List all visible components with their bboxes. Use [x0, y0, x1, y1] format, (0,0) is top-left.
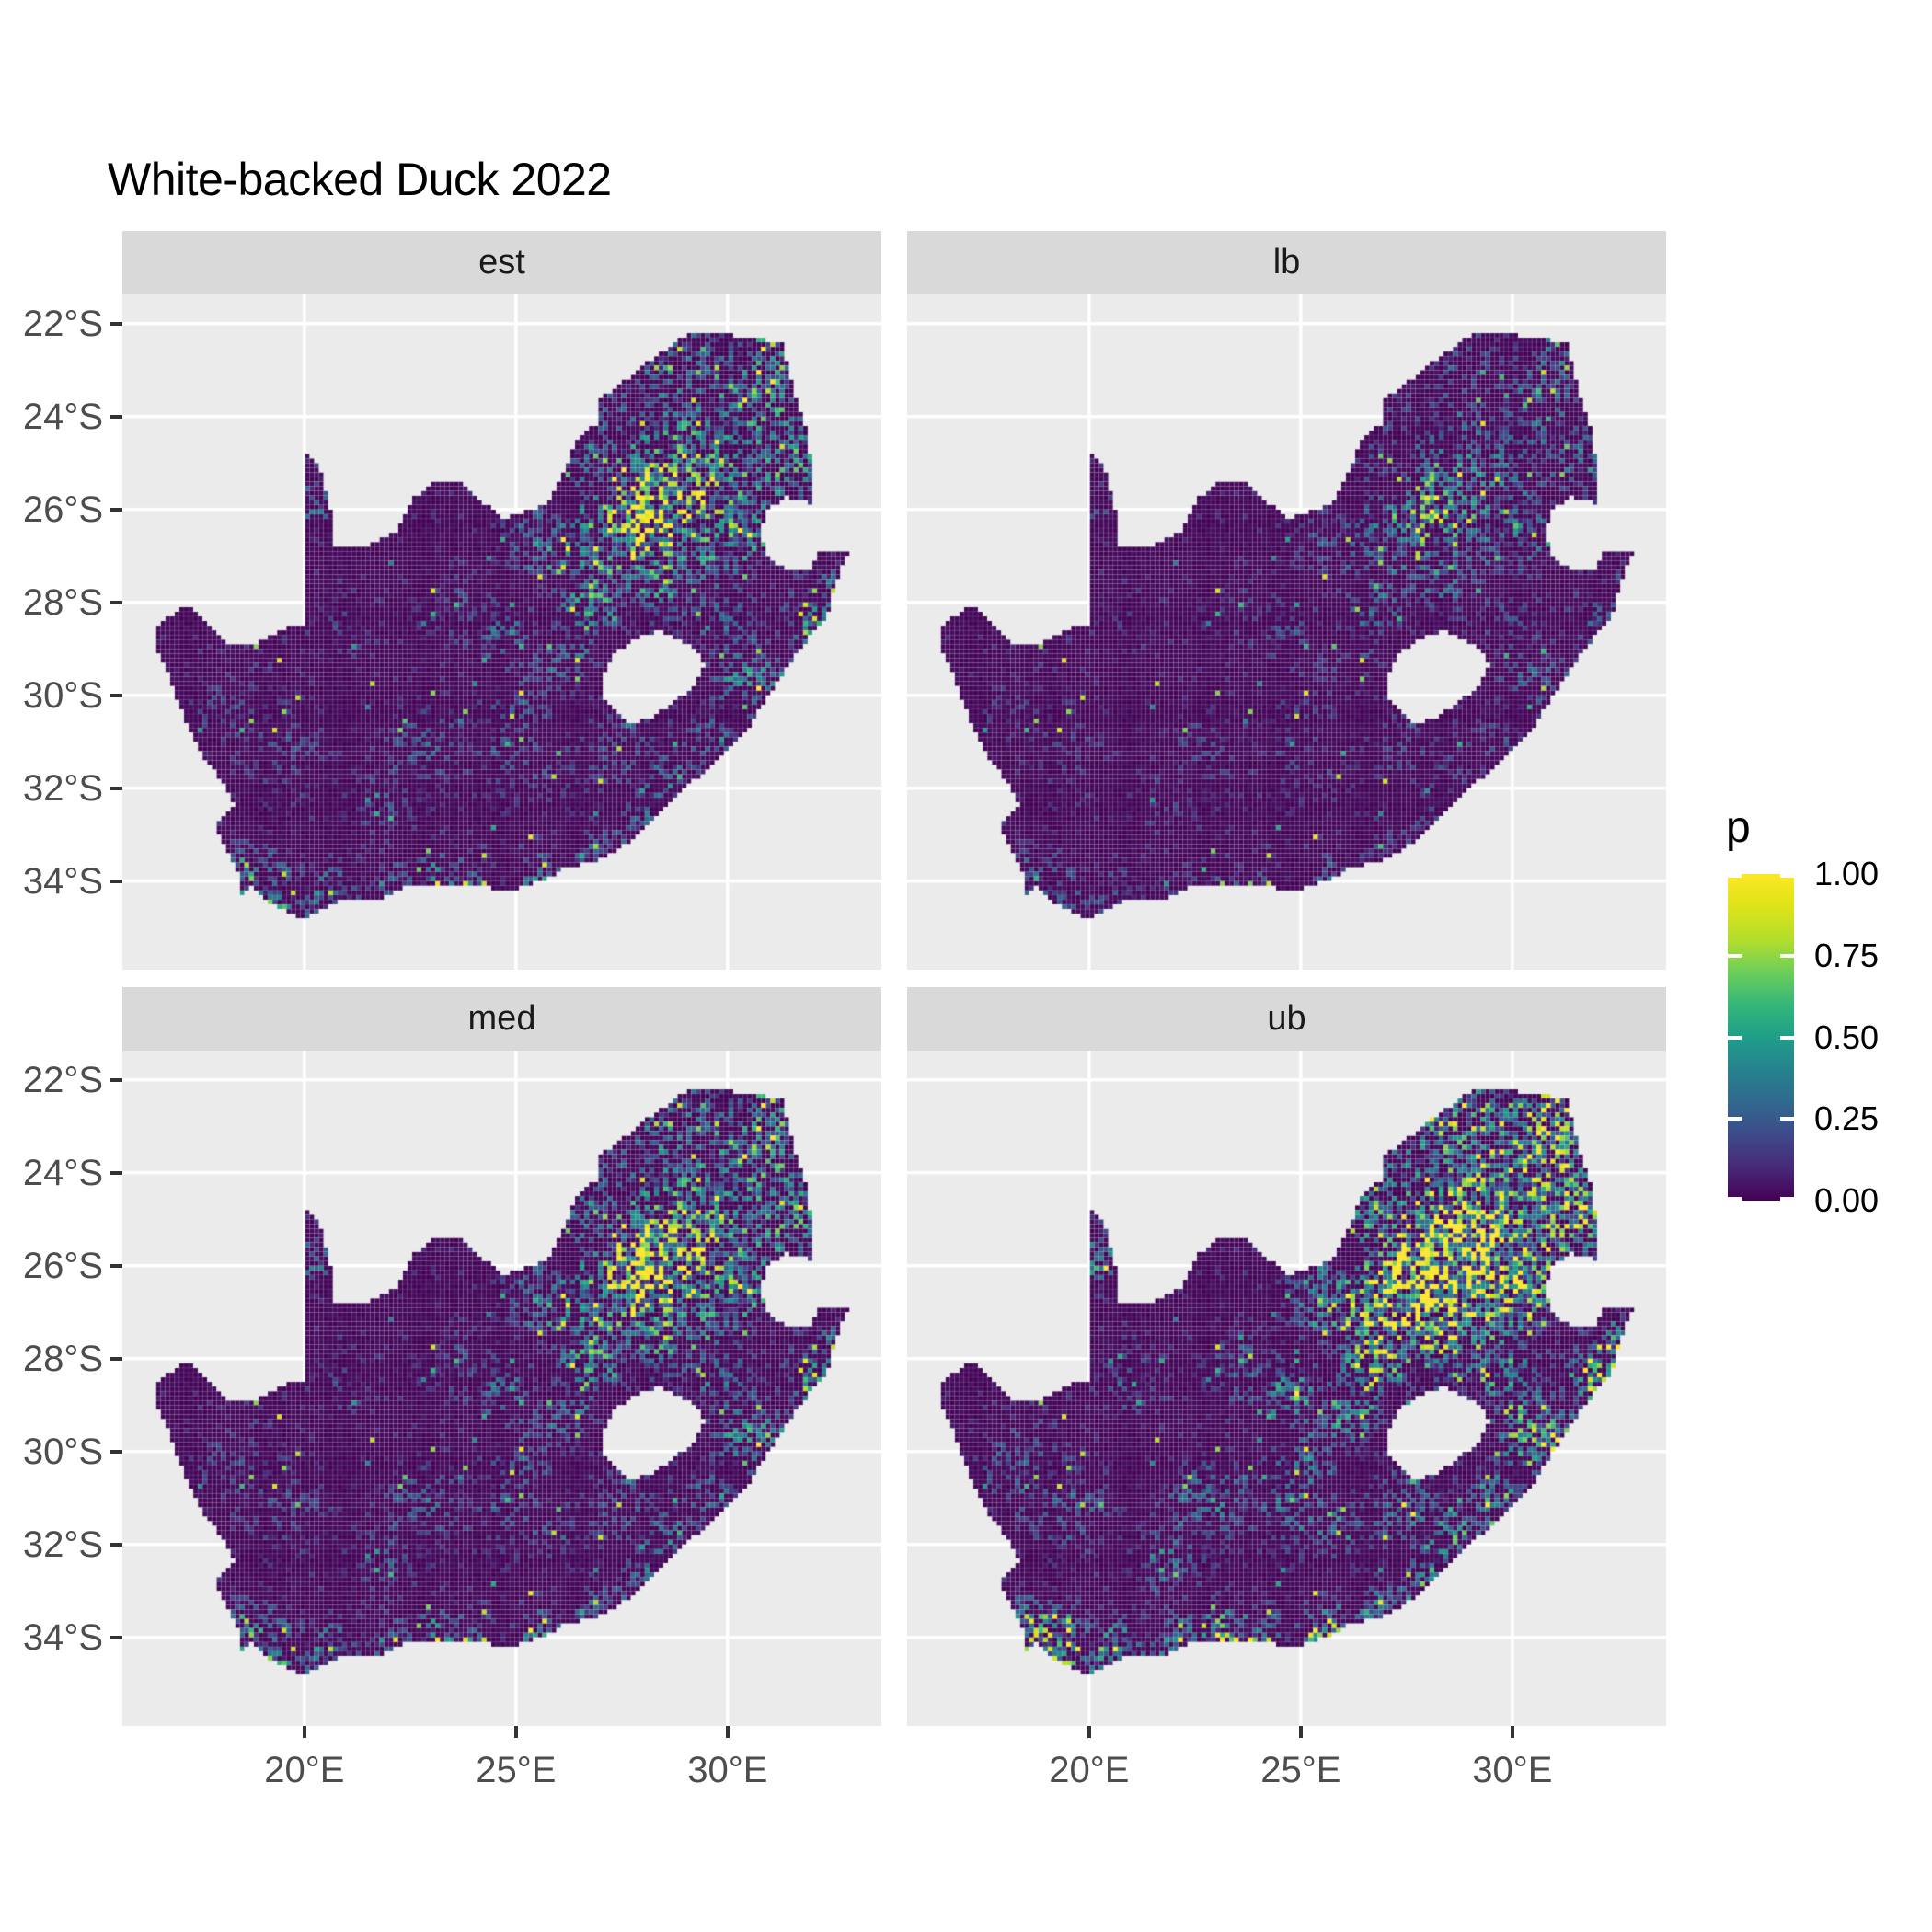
legend-tick-mark	[1780, 1197, 1794, 1201]
x-tick-mark	[1510, 1726, 1514, 1738]
map-panel-est	[122, 294, 881, 970]
y-tick-mark	[110, 786, 122, 790]
y-tick-label: 30°S	[22, 674, 103, 716]
legend-tick-label: 1.00	[1814, 855, 1880, 892]
legend-tick-mark	[1728, 1035, 1742, 1040]
map-panel-ub	[907, 1051, 1666, 1726]
facet-strip-label: ub	[1267, 999, 1306, 1038]
x-tick-label: 25°E	[476, 1750, 557, 1790]
y-tick-label: 34°S	[22, 1616, 103, 1658]
facet-strip-med: med	[122, 987, 881, 1051]
y-tick-mark	[110, 600, 122, 604]
x-tick-label: 20°E	[264, 1750, 345, 1790]
facet-strip-lb: lb	[907, 231, 1666, 294]
x-tick-label: 20°E	[1049, 1750, 1130, 1790]
legend-tick-mark	[1728, 874, 1742, 878]
facet-strip-ub: ub	[907, 987, 1666, 1051]
x-tick-mark	[1298, 1726, 1303, 1738]
x-tick-mark	[1087, 1726, 1091, 1738]
y-tick-label: 24°S	[22, 1152, 103, 1193]
y-tick-label: 26°S	[22, 489, 103, 530]
y-tick-mark	[110, 693, 122, 697]
y-tick-label: 22°S	[22, 1059, 103, 1100]
legend-title: p	[1726, 803, 1751, 852]
legend-tick-label: 0.25	[1814, 1099, 1880, 1138]
y-tick-label: 26°S	[22, 1245, 103, 1286]
facet-strip-label: est	[478, 243, 525, 282]
legend-tick-mark	[1780, 874, 1794, 878]
facet-strip-label: lb	[1272, 243, 1301, 282]
legend-tick-label: 0.00	[1814, 1181, 1880, 1219]
map-panel-lb	[907, 294, 1666, 970]
x-tick-mark	[725, 1726, 730, 1738]
y-tick-mark	[110, 1263, 122, 1268]
x-tick-label: 30°E	[1472, 1750, 1553, 1790]
legend-tick-mark	[1780, 1117, 1794, 1121]
y-tick-label: 28°S	[22, 581, 103, 623]
legend-tick-mark	[1728, 1197, 1742, 1201]
legend-tick-mark	[1780, 953, 1794, 958]
x-tick-label: 30°E	[687, 1750, 768, 1790]
y-tick-mark	[110, 1635, 122, 1639]
y-tick-mark	[110, 1356, 122, 1361]
legend-tick-label: 0.75	[1814, 936, 1880, 974]
legend-tick-mark	[1728, 1117, 1742, 1121]
legend-tick-label: 0.50	[1814, 1018, 1880, 1056]
page-title: White-backed Duck 2022	[108, 154, 612, 205]
y-tick-label: 34°S	[22, 860, 103, 902]
x-tick-label: 25°E	[1260, 1750, 1341, 1790]
x-tick-mark	[513, 1726, 518, 1738]
x-tick-mark	[302, 1726, 306, 1738]
y-tick-mark	[110, 1449, 122, 1454]
y-tick-mark	[110, 414, 122, 419]
y-tick-mark	[110, 1170, 122, 1175]
y-tick-label: 28°S	[22, 1338, 103, 1379]
legend-tick-mark	[1780, 1035, 1794, 1040]
map-panel-med	[122, 1051, 881, 1726]
y-tick-label: 32°S	[22, 767, 103, 809]
y-tick-mark	[110, 321, 122, 326]
y-tick-mark	[110, 879, 122, 883]
y-tick-mark	[110, 507, 122, 512]
y-tick-label: 24°S	[22, 396, 103, 437]
facet-strip-est: est	[122, 231, 881, 294]
legend-tick-mark	[1728, 953, 1742, 958]
y-tick-label: 32°S	[22, 1524, 103, 1565]
y-tick-mark	[110, 1077, 122, 1082]
y-tick-label: 30°S	[22, 1431, 103, 1472]
y-tick-mark	[110, 1542, 122, 1547]
facet-strip-label: med	[467, 999, 536, 1038]
y-tick-label: 22°S	[22, 303, 103, 344]
